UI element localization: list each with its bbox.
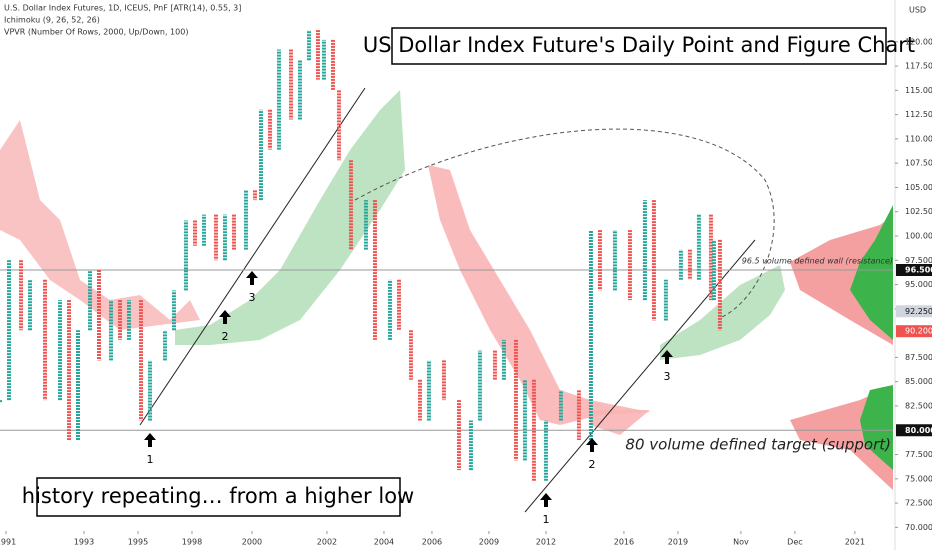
x-tick-label: 2012 bbox=[536, 538, 556, 547]
cloud bbox=[590, 410, 650, 435]
x-tick-label: 2004 bbox=[374, 538, 394, 547]
symbol-header: U.S. Dollar Index Futures, 1D, ICEUS, Pn… bbox=[4, 4, 241, 13]
plot-area bbox=[0, 0, 898, 550]
y-tick-label: 72.500 bbox=[905, 499, 932, 508]
x-tick-label: 2000 bbox=[242, 538, 262, 547]
y-tick-label: 87.500 bbox=[905, 353, 932, 362]
y-tick-label: 77.500 bbox=[905, 450, 932, 459]
arrow bbox=[246, 271, 258, 285]
y-tick-label: 105.000 bbox=[905, 183, 932, 192]
y-tick-label: 85.000 bbox=[905, 377, 932, 386]
y-tick-label: 75.000 bbox=[905, 474, 932, 483]
x-tick-label: 2006 bbox=[422, 538, 442, 547]
cloud bbox=[175, 90, 405, 345]
marker-label: 2 bbox=[589, 458, 596, 471]
y-tick-label: 107.500 bbox=[905, 159, 932, 168]
y-tick-label: 100.000 bbox=[905, 232, 932, 241]
x-tick-label: 2019 bbox=[668, 538, 688, 547]
arrow bbox=[540, 493, 552, 507]
x-tick-label: 2021 bbox=[845, 538, 865, 547]
annotation-box bbox=[36, 477, 401, 517]
chart-title: US Dollar Index Future's Daily Point and… bbox=[363, 33, 915, 57]
marker-label: 3 bbox=[664, 370, 671, 383]
price-badge bbox=[896, 424, 932, 437]
marker-label: 2 bbox=[222, 330, 229, 343]
x-tick-label: 2009 bbox=[479, 538, 499, 547]
price-badge bbox=[896, 264, 932, 276]
marker-label: 1 bbox=[543, 513, 550, 526]
x-tick-label: 2016 bbox=[614, 538, 634, 547]
y-tick-label: 70.000 bbox=[905, 523, 932, 532]
y-tick-label: 102.500 bbox=[905, 207, 932, 216]
cloud bbox=[660, 265, 785, 360]
arrow bbox=[219, 310, 231, 324]
price-badge bbox=[896, 305, 932, 318]
marker-label: 1 bbox=[147, 453, 154, 466]
arrow bbox=[144, 433, 156, 447]
arrow bbox=[586, 438, 598, 452]
marker-label: 3 bbox=[249, 291, 256, 304]
y-tick-label: 110.000 bbox=[905, 134, 932, 143]
y-tick-label: 97.500 bbox=[905, 256, 932, 265]
annotation: 96.5 volume defined wall (resistance) bbox=[742, 257, 893, 266]
price-badge-label: 80.000 bbox=[905, 426, 932, 435]
y-tick-label: 120.000 bbox=[905, 37, 932, 46]
indicator: VPVR (Number Of Rows, 2000, Up/Down, 100… bbox=[4, 28, 188, 37]
y-tick-label: 117.500 bbox=[905, 62, 932, 71]
x-tick-label: 1995 bbox=[128, 538, 148, 547]
trend-line bbox=[524, 239, 756, 513]
title-box bbox=[391, 27, 887, 65]
currency: USD bbox=[909, 6, 926, 15]
x-tick-label: 2002 bbox=[317, 538, 337, 547]
volume-profile bbox=[860, 385, 893, 470]
x-tick-label: Nov bbox=[733, 538, 749, 547]
y-tick-label: 115.000 bbox=[905, 86, 932, 95]
price-badge-label: 96.500 bbox=[905, 266, 932, 275]
x-tick-label: 1993 bbox=[74, 538, 94, 547]
trend-line bbox=[139, 87, 366, 426]
y-tick-label: 112.500 bbox=[905, 110, 932, 119]
x-tick-label: 1991 bbox=[0, 538, 16, 547]
price-badge bbox=[896, 325, 932, 338]
annotation: history repeating… from a higher low bbox=[22, 484, 414, 508]
y-tick-label: 82.500 bbox=[905, 401, 932, 410]
annotation: 80 volume defined target (support) bbox=[625, 436, 891, 454]
arrow bbox=[661, 350, 673, 364]
cloud bbox=[428, 165, 650, 425]
x-tick-label: 1998 bbox=[182, 538, 202, 547]
price-badge-label: 90.200 bbox=[905, 327, 932, 336]
cloud bbox=[0, 120, 200, 330]
projection-arc bbox=[354, 128, 775, 319]
volume-profile bbox=[850, 205, 893, 340]
y-tick-label: 95.000 bbox=[905, 280, 932, 289]
x-tick-label: Dec bbox=[787, 538, 802, 547]
price-badge-label: 92.250 bbox=[905, 307, 932, 316]
indicator: Ichimoku (9, 26, 52, 26) bbox=[4, 16, 100, 25]
